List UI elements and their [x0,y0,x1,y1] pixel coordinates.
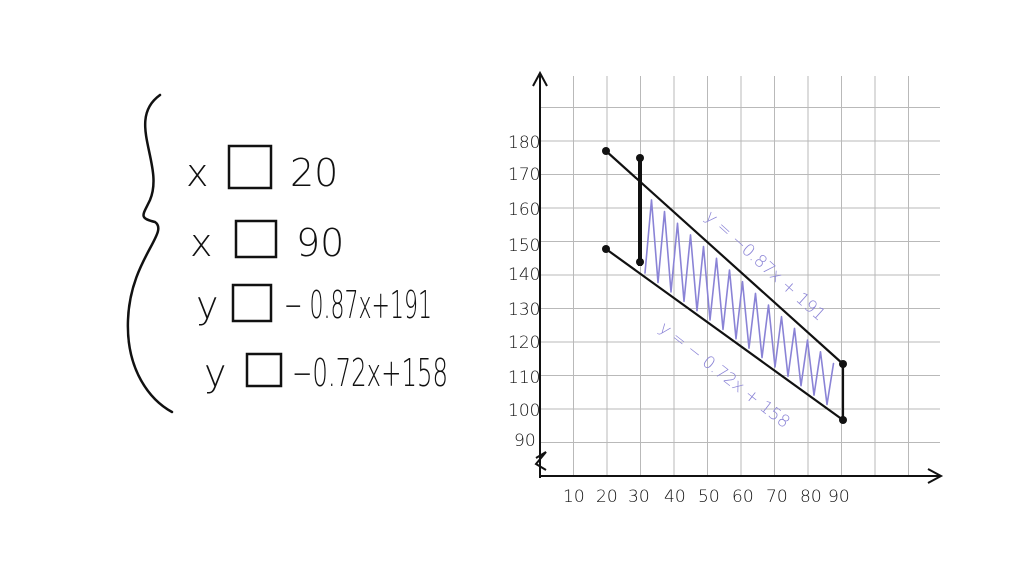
y-tick-label: 160 [508,200,540,220]
inequality-row-3: y − 0.87x+191 [196,283,432,327]
x-tick-label: 30 [628,487,650,507]
y-tick-label: 90 [514,431,536,451]
vertex-point [636,154,644,162]
inequality-rhs: −0.72x+158 [292,351,448,395]
inequality-var: x [186,151,209,195]
inequality-var: x [190,221,213,265]
x-tick-label: 50 [698,487,720,507]
inequality-row-2: x 90 [190,219,344,265]
inequality-rhs: 90 [296,221,344,265]
graph-grid [540,76,940,476]
vertex-point [839,416,847,424]
inequality-symbol-box[interactable] [234,219,278,259]
x-axis-arrow [927,468,944,484]
inequality-rhs: 20 [290,151,338,195]
inequality-symbol-box[interactable] [227,144,273,190]
x-tick-label: 40 [664,487,686,507]
vertex-point [602,245,610,253]
x-tick-label: 90 [828,487,850,507]
inequality-system: x 20 x 90 y − 0.87x+191 y −0.72x+158 [126,93,448,414]
x-tick-labels: 10 20 30 40 50 60 70 80 90 [563,487,850,507]
x-tick-label: 60 [732,487,754,507]
x-tick-label: 10 [563,487,585,507]
x-tick-label: 80 [800,487,822,507]
coordinate-graph: 10 20 30 40 50 60 70 80 90 180 170 160 1… [508,70,944,507]
x-tick-label: 20 [596,487,618,507]
axis-break-mark [534,451,547,471]
y-tick-label: 180 [508,133,540,153]
inequality-row-4: y −0.72x+158 [204,351,448,395]
left-curly-brace [126,93,174,414]
inequality-symbol-box[interactable] [245,352,283,388]
inequality-var: y [204,351,227,395]
inequality-var: y [196,283,219,327]
y-tick-label: 130 [508,300,540,320]
vertex-point [636,258,644,266]
feasible-region-boundary [602,147,847,424]
y-axis-arrow [532,70,548,87]
boundary-line-lower [605,248,844,421]
y-tick-label: 170 [508,165,540,185]
y-tick-label: 100 [508,401,540,421]
y-tick-labels: 180 170 160 150 140 130 120 110 100 90 [508,133,540,451]
inequality-row-1: x 20 [186,144,338,195]
y-tick-label: 140 [508,265,540,285]
inequality-symbol-box[interactable] [231,283,273,323]
y-tick-label: 120 [508,333,540,353]
y-tick-label: 150 [508,236,540,256]
x-tick-label: 70 [766,487,788,507]
shaded-region-scribble [644,199,835,406]
y-tick-label: 110 [508,368,540,388]
vertex-point [839,360,847,368]
inequality-rhs: − 0.87x+191 [284,283,432,327]
vertex-point [602,147,610,155]
boundary-line-upper [605,150,844,365]
upper-line-equation-label: y = −0.87x + 191 [701,207,829,325]
